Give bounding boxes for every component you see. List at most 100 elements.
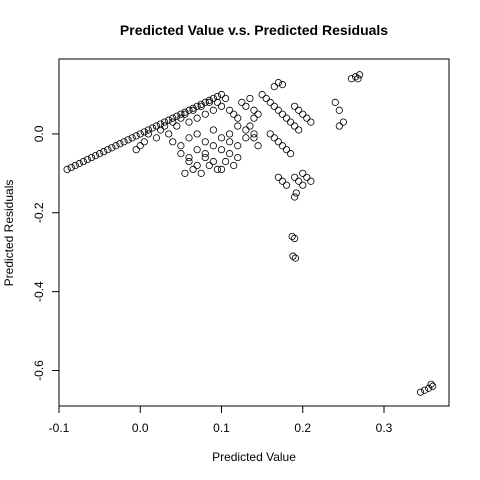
y-tick-label: -0.6 <box>32 360 46 381</box>
data-point <box>286 150 295 158</box>
data-point <box>63 165 71 174</box>
data-point <box>201 110 209 118</box>
data-point <box>185 134 193 142</box>
data-point <box>238 98 246 106</box>
data-point <box>427 380 435 388</box>
data-point <box>144 130 152 138</box>
data-point <box>189 104 197 112</box>
data-point <box>230 110 238 118</box>
data-point <box>288 232 296 241</box>
data-point <box>112 142 120 150</box>
data-point <box>96 150 104 158</box>
data-point <box>165 116 173 124</box>
data-point <box>185 118 193 126</box>
data-point <box>250 114 258 122</box>
data-point <box>201 98 209 106</box>
data-point <box>201 150 209 158</box>
data-point <box>209 126 217 134</box>
data-point <box>234 122 242 130</box>
data-point <box>169 118 177 126</box>
data-point <box>295 177 303 185</box>
data-point <box>289 252 297 260</box>
data-point <box>177 150 185 158</box>
data-point <box>213 92 222 101</box>
data-point <box>282 114 291 122</box>
data-point <box>274 138 282 146</box>
data-point <box>282 146 291 154</box>
data-point <box>209 94 217 103</box>
data-point <box>189 106 197 114</box>
data-point <box>230 161 238 170</box>
data-point <box>213 98 222 106</box>
data-point <box>169 114 177 122</box>
data-point <box>120 138 128 146</box>
data-point <box>246 94 254 103</box>
data-point <box>201 153 209 162</box>
data-point <box>299 169 307 177</box>
data-point <box>136 130 144 138</box>
data-point <box>291 102 299 110</box>
data-point <box>250 106 258 114</box>
data-point <box>270 102 278 110</box>
data-point <box>354 75 362 83</box>
data-point <box>242 102 250 110</box>
data-point <box>226 106 234 114</box>
data-point <box>193 102 201 110</box>
data-point <box>274 79 282 87</box>
data-point <box>242 126 250 134</box>
data-point <box>217 102 226 110</box>
data-point <box>221 94 230 103</box>
data-point <box>416 388 425 396</box>
data-point <box>291 173 299 181</box>
data-point <box>177 114 185 122</box>
data-point <box>165 130 173 138</box>
data-point <box>209 157 217 166</box>
data-point <box>274 173 282 181</box>
data-point <box>307 118 315 126</box>
data-point <box>226 138 234 146</box>
data-point <box>429 382 437 390</box>
data-point <box>291 234 299 243</box>
data-point <box>303 173 311 181</box>
data-point <box>278 142 287 150</box>
data-point <box>177 142 185 150</box>
data-point <box>197 100 205 108</box>
data-point <box>116 140 124 148</box>
data-point <box>156 126 165 134</box>
data-point <box>79 157 87 166</box>
data-point <box>254 142 262 150</box>
data-point <box>299 181 307 189</box>
data-point <box>197 102 205 110</box>
data-point <box>67 163 75 172</box>
data-point <box>205 161 213 170</box>
x-tick-label: 0.1 <box>213 421 230 435</box>
data-point <box>152 134 161 142</box>
data-point <box>295 106 303 114</box>
data-point <box>278 110 287 118</box>
data-point <box>250 130 258 138</box>
data-point <box>246 122 254 130</box>
data-point <box>91 152 100 160</box>
data-points <box>63 71 437 396</box>
data-point <box>161 118 169 126</box>
data-point <box>197 169 205 177</box>
data-point <box>335 106 343 114</box>
y-tick-label: -0.2 <box>32 202 46 223</box>
data-point <box>201 138 209 146</box>
data-point <box>217 90 226 99</box>
data-point <box>234 142 242 150</box>
data-point <box>140 138 148 146</box>
data-point <box>291 122 299 130</box>
data-point <box>148 124 157 132</box>
data-point <box>173 112 181 120</box>
data-point <box>169 138 177 146</box>
data-point <box>185 153 193 162</box>
data-point <box>242 134 250 142</box>
data-point <box>356 71 364 79</box>
data-point <box>173 122 181 130</box>
data-point <box>270 83 278 91</box>
data-point <box>291 193 299 201</box>
data-point <box>140 128 148 136</box>
